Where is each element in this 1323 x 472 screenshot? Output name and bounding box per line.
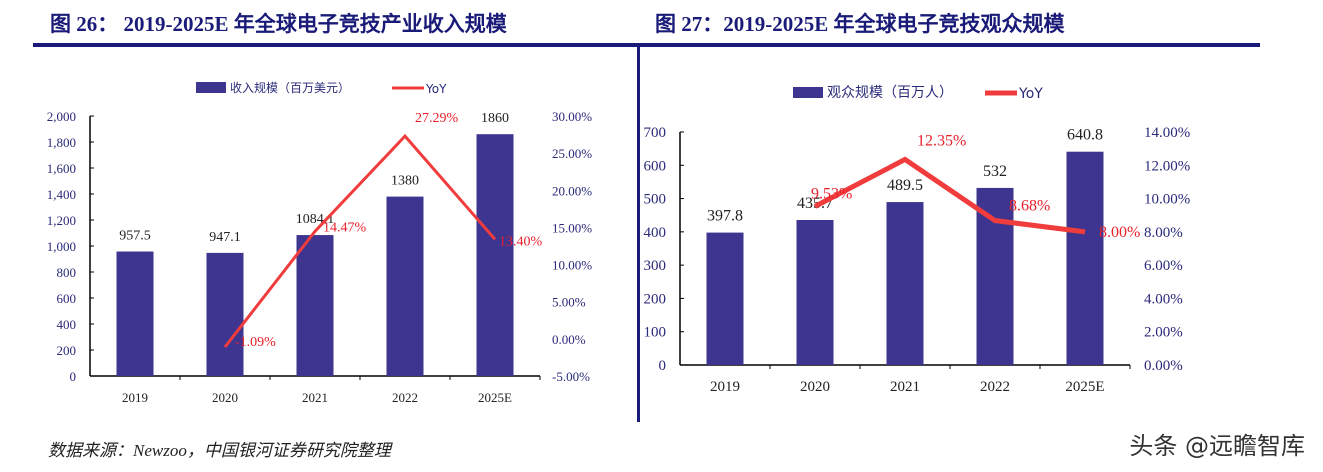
legend-bar-label: 收入规模（百万美元）	[230, 80, 350, 95]
legend-line-label: YoY	[1018, 86, 1043, 102]
legend-line-label: YoY	[425, 82, 447, 96]
y-tick-label-right: 14.00%	[1144, 125, 1190, 141]
y-tick-label-right: 2.00%	[1144, 325, 1183, 341]
yoy-data-label: 9.53%	[811, 185, 852, 202]
bar-data-label: 947.1	[209, 230, 241, 245]
yoy-data-label: 8.00%	[1099, 224, 1140, 241]
bar-2021	[296, 235, 334, 376]
y-tick-label-right: 0.00%	[1144, 358, 1183, 374]
yoy-line	[223, 133, 497, 348]
y-tick-label-right: 20.00%	[552, 183, 592, 198]
data-source: 数据来源：Newzoo，中国银河证券研究院整理	[48, 441, 391, 460]
x-tick-label: 2025E	[478, 390, 512, 405]
bar-data-label: 397.8	[707, 208, 743, 225]
y-tick-label-left: 1,000	[47, 239, 76, 254]
y-tick-label-left: 300	[644, 258, 667, 274]
bar-2019	[706, 232, 744, 365]
bar-2020	[206, 252, 244, 376]
yoy-data-label: 13.40%	[499, 234, 543, 249]
watermark: 头条 @远瞻智库	[1129, 432, 1305, 460]
bar-data-label: 532	[983, 163, 1007, 180]
y-tick-label-right: 10.00%	[1144, 192, 1190, 208]
y-tick-label-left: 200	[57, 343, 77, 358]
x-tick-label: 2022	[980, 379, 1010, 395]
bar-2019	[116, 251, 154, 376]
y-tick-label-left: 400	[644, 225, 667, 241]
bar-2025E	[1066, 151, 1104, 365]
y-tick-label-left: 200	[644, 291, 667, 307]
bar-2022	[386, 196, 424, 376]
figure-26-title: 图 26： 2019-2025E 年全球电子竞技产业收入规模	[50, 12, 507, 36]
bar-data-label: 640.8	[1067, 127, 1103, 144]
revenue-chart: 收入规模（百万美元） YoY 0 200 400 600 800 1,000 1,200 1,40…	[47, 80, 593, 405]
y-tick-label-right: 25.00%	[552, 146, 592, 161]
bar-data-label: 1380	[391, 174, 419, 189]
yoy-data-label: 12.35%	[917, 132, 966, 149]
y-tick-label-right: -5.00%	[552, 369, 590, 384]
y-tick-label-right: 10.00%	[552, 258, 592, 273]
y-tick-label-right: 0.00%	[552, 332, 586, 347]
y-tick-label-left: 700	[644, 125, 667, 141]
y-tick-label-left: 500	[644, 192, 667, 208]
y-tick-label-left: 0	[70, 369, 77, 384]
yoy-data-label: -1.09%	[235, 335, 276, 350]
x-tick-label: 2019	[122, 390, 148, 405]
y-tick-label-left: 1,600	[47, 161, 76, 176]
legend-bar-swatch	[793, 87, 823, 98]
y-tick-label-left: 1,200	[47, 213, 76, 228]
figure-divider	[637, 47, 640, 422]
x-tick-label: 2021	[302, 390, 328, 405]
bar-data-label: 1860	[481, 111, 509, 126]
y-tick-label-left: 400	[57, 317, 77, 332]
y-tick-label-left: 1,400	[47, 187, 76, 202]
yoy-data-label: 27.29%	[415, 111, 459, 126]
x-tick-label: 2020	[212, 390, 238, 405]
y-tick-label-right: 30.00%	[552, 109, 592, 124]
x-tick-label: 2021	[890, 379, 920, 395]
audience-chart: 观众规模（百万人） YoY 0 100 200 300 400 500 600 700 0.00% 2…	[644, 85, 1191, 395]
y-tick-label-right: 8.00%	[1144, 225, 1183, 241]
y-tick-label-left: 600	[57, 291, 77, 306]
bar-data-label: 489.5	[887, 177, 923, 194]
y-tick-label-right: 5.00%	[552, 295, 586, 310]
y-tick-label-left: 0	[659, 358, 667, 374]
legend-bar-label: 观众规模（百万人）	[827, 85, 953, 101]
y-tick-label-right: 12.00%	[1144, 158, 1190, 174]
bar-2025E	[476, 134, 514, 376]
y-tick-label-right: 4.00%	[1144, 291, 1183, 307]
y-tick-label-left: 1,800	[47, 135, 76, 150]
y-tick-label-right: 6.00%	[1144, 258, 1183, 274]
yoy-data-label: 8.68%	[1009, 198, 1050, 215]
y-tick-label-left: 2,000	[47, 109, 76, 124]
bar-2022	[976, 187, 1014, 365]
x-tick-label: 2020	[800, 379, 830, 395]
y-tick-label-right: 15.00%	[552, 220, 592, 235]
y-tick-label-left: 100	[644, 325, 667, 341]
yoy-data-label: 14.47%	[323, 220, 367, 235]
x-tick-label: 2022	[392, 390, 418, 405]
title-rule	[33, 43, 1260, 47]
x-tick-label: 2025E	[1065, 379, 1104, 395]
figure-27-title: 图 27：2019-2025E 年全球电子竞技观众规模	[655, 12, 1065, 36]
x-tick-label: 2019	[710, 379, 740, 395]
y-tick-label-left: 800	[57, 265, 77, 280]
bar-2020	[796, 219, 834, 365]
bar-data-label: 957.5	[119, 229, 151, 244]
legend-bar-swatch	[196, 82, 226, 93]
y-tick-label-left: 600	[644, 158, 667, 174]
yoy-line	[813, 156, 1086, 235]
bar-2021	[886, 202, 924, 365]
